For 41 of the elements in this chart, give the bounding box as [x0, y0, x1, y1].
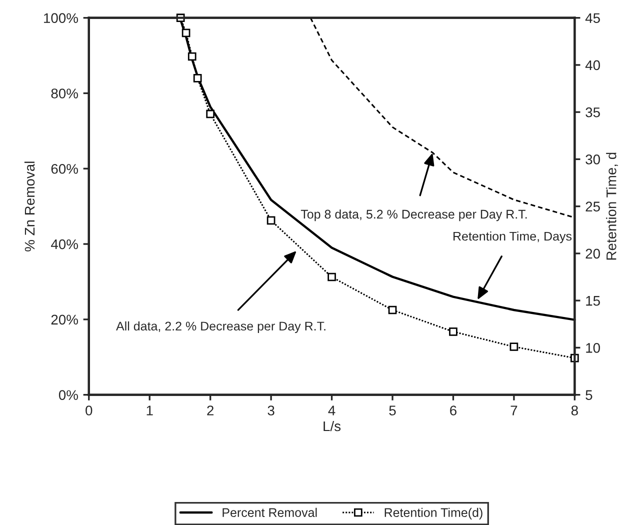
x-tick-label: 8	[571, 406, 578, 416]
y-axis-title: % Zn Removal	[24, 162, 35, 252]
point	[188, 52, 196, 61]
y-tick-label: 80%	[51, 88, 78, 98]
y-tick-label: 0%	[58, 390, 78, 400]
x-tick-label: 0	[86, 406, 92, 416]
y-tick-label: 40%	[50, 239, 78, 250]
x-tick-label: 4	[328, 406, 336, 416]
legend-label: Percent Removal	[222, 508, 317, 518]
y2-axis-title: Retention Time, d	[606, 152, 618, 260]
y-tick-label: 20%	[51, 314, 78, 325]
y2-tick-label: 15	[586, 296, 600, 306]
y2-tick-label: 45	[585, 13, 600, 24]
point	[182, 28, 190, 38]
y-tick-label: 100%	[44, 13, 78, 24]
legend-label: Retention Time(d)	[384, 508, 482, 520]
point	[193, 74, 202, 82]
y-tick-label: 60%	[51, 164, 78, 174]
y2-tick-label: 10	[586, 343, 600, 353]
point	[510, 342, 518, 351]
annotation: All data, 2.2 % Decrease per Day R.T.	[116, 321, 326, 334]
point	[266, 216, 276, 225]
y2-tick-label: 20	[586, 248, 600, 259]
x-tick-label: 2	[207, 406, 214, 416]
annotation: Top 8 data, 5.2 % Decrease per Day R.T.	[300, 209, 527, 222]
point	[328, 272, 336, 282]
y2-tick-label: 25	[586, 202, 600, 212]
y2-tick-label: 40	[585, 60, 600, 70]
x-tick-label: 7	[510, 406, 518, 416]
annotation: Retention Time, Days	[454, 231, 572, 244]
x-axis-title: L/s	[324, 420, 341, 432]
x-tick-label: 3	[268, 406, 274, 416]
x-tick-label: 5	[389, 406, 396, 416]
y2-tick-label: 30	[586, 154, 600, 164]
x-tick-label: 1	[146, 406, 153, 416]
x-tick-label: 6	[450, 406, 456, 416]
point	[388, 306, 397, 314]
point	[449, 327, 458, 336]
y2-tick-label: 5	[586, 390, 592, 400]
y2-tick-label: 35	[586, 107, 600, 118]
point	[206, 110, 215, 118]
